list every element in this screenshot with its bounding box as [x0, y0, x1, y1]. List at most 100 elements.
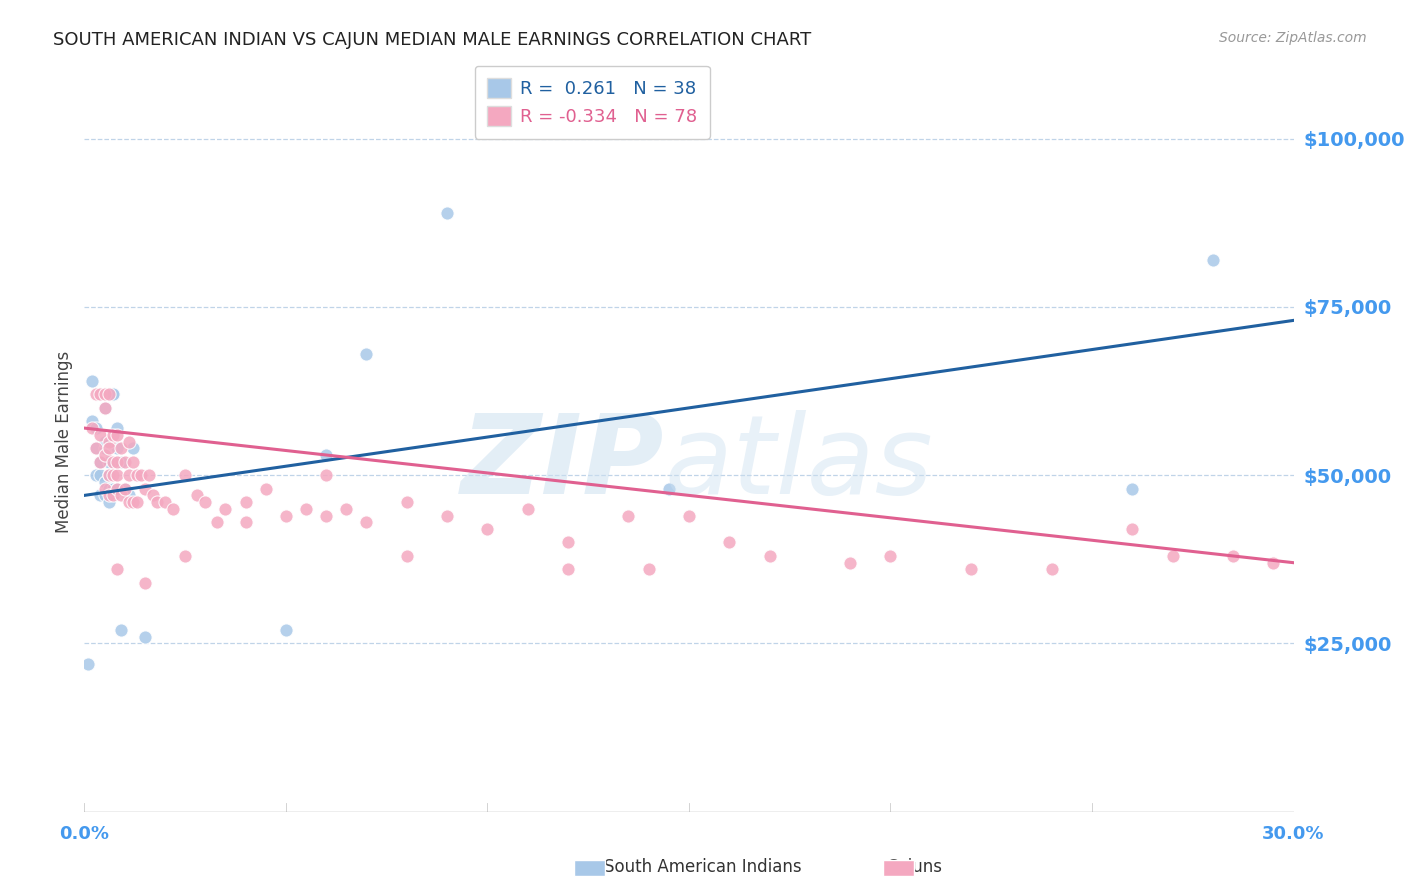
Point — [86, 442, 108, 456]
Point — [153, 495, 176, 509]
Point — [82, 421, 104, 435]
Point — [97, 387, 120, 401]
Point — [207, 516, 229, 530]
Point — [617, 508, 640, 523]
Point — [1121, 522, 1143, 536]
Point — [960, 562, 983, 576]
Point — [129, 468, 152, 483]
Point — [658, 482, 681, 496]
Point — [110, 623, 132, 637]
Point — [839, 556, 862, 570]
Point — [186, 488, 208, 502]
Point — [93, 442, 115, 456]
Point — [89, 427, 111, 442]
Point — [101, 387, 124, 401]
Point — [1161, 549, 1184, 563]
Point — [89, 455, 111, 469]
Point — [93, 448, 115, 462]
Point — [194, 495, 217, 509]
Point — [214, 501, 236, 516]
Point — [254, 482, 277, 496]
Point — [93, 475, 115, 489]
Point — [105, 482, 128, 496]
Point — [274, 508, 297, 523]
Point — [101, 455, 124, 469]
Point — [118, 434, 141, 449]
Point — [162, 501, 184, 516]
Point — [134, 630, 156, 644]
Text: Cajuns: Cajuns — [886, 858, 942, 876]
Point — [97, 434, 120, 449]
Point — [142, 488, 165, 502]
Point — [97, 495, 120, 509]
Point — [637, 562, 659, 576]
Point — [82, 414, 104, 428]
Point — [125, 468, 148, 483]
Point — [118, 488, 141, 502]
Point — [101, 482, 124, 496]
Point — [1121, 482, 1143, 496]
Point — [97, 488, 120, 502]
Point — [97, 468, 120, 483]
Point — [121, 442, 143, 456]
Point — [477, 522, 499, 536]
Point — [557, 562, 579, 576]
Point — [86, 387, 108, 401]
Point — [86, 421, 108, 435]
Point — [105, 468, 128, 483]
Point — [93, 387, 115, 401]
Point — [89, 387, 111, 401]
Point — [315, 468, 337, 483]
Point — [93, 482, 115, 496]
Point — [101, 488, 124, 502]
Point — [93, 488, 115, 502]
Point — [93, 401, 115, 415]
Point — [356, 516, 378, 530]
Point — [97, 468, 120, 483]
Point — [235, 495, 257, 509]
Point — [718, 535, 741, 549]
Text: South American Indians: South American Indians — [605, 858, 801, 876]
Point — [1040, 562, 1063, 576]
Point — [516, 501, 538, 516]
Point — [114, 455, 136, 469]
Point — [315, 448, 337, 462]
Point — [105, 421, 128, 435]
Point — [93, 434, 115, 449]
Point — [114, 482, 136, 496]
Point — [118, 468, 141, 483]
Text: Source: ZipAtlas.com: Source: ZipAtlas.com — [1219, 31, 1367, 45]
Point — [121, 495, 143, 509]
Point — [436, 205, 458, 219]
Point — [356, 347, 378, 361]
Point — [110, 488, 132, 502]
Point — [97, 455, 120, 469]
Point — [174, 549, 197, 563]
Point — [274, 623, 297, 637]
Point — [89, 468, 111, 483]
Point — [174, 468, 197, 483]
Point — [105, 562, 128, 576]
Point — [82, 374, 104, 388]
Point — [105, 442, 128, 456]
Point — [110, 442, 132, 456]
Point — [93, 401, 115, 415]
Point — [105, 482, 128, 496]
Point — [89, 488, 111, 502]
Text: SOUTH AMERICAN INDIAN VS CAJUN MEDIAN MALE EARNINGS CORRELATION CHART: SOUTH AMERICAN INDIAN VS CAJUN MEDIAN MA… — [53, 31, 811, 49]
Point — [101, 468, 124, 483]
Point — [335, 501, 357, 516]
Point — [395, 495, 418, 509]
Point — [678, 508, 700, 523]
Point — [134, 575, 156, 590]
Point — [134, 482, 156, 496]
Point — [118, 495, 141, 509]
Point — [1202, 252, 1225, 267]
Text: atlas: atlas — [665, 410, 934, 517]
Point — [1222, 549, 1244, 563]
Point — [146, 495, 169, 509]
Point — [86, 442, 108, 456]
Point — [97, 442, 120, 456]
Point — [138, 468, 160, 483]
Point — [1263, 556, 1285, 570]
